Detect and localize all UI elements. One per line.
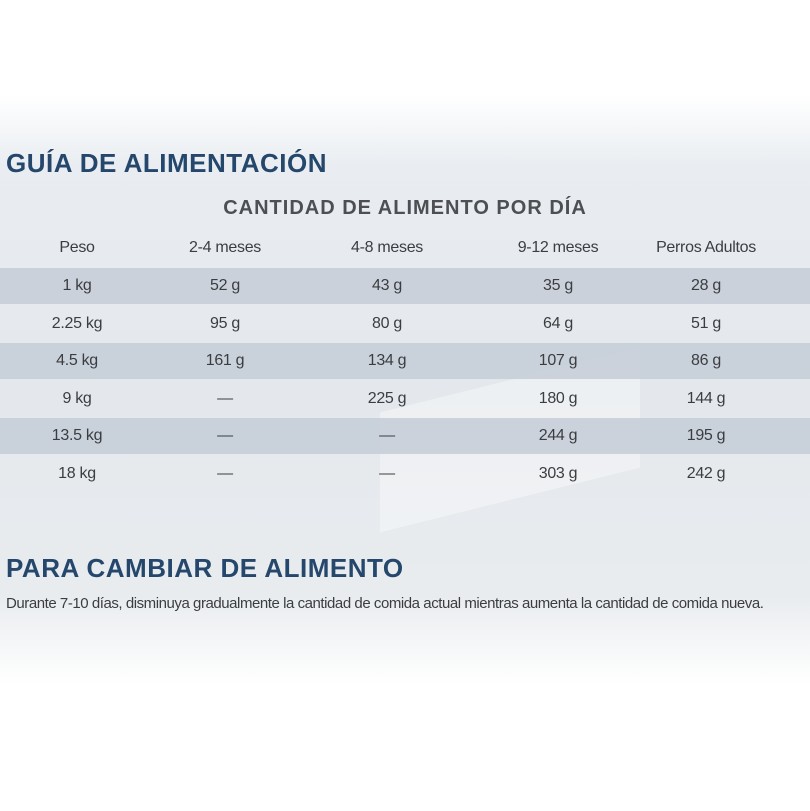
table-cell: — (379, 427, 395, 444)
table-cell: 51 g (691, 314, 721, 332)
table-cell: 303 g (538, 464, 578, 482)
table-cell: 1 kg (62, 277, 92, 294)
table-cell: — (217, 464, 233, 482)
table-cell: 52 g (210, 277, 240, 294)
table-cell: 4.5 kg (56, 352, 98, 369)
header-row: Peso 2-4 meses 4-8 meses 9-12 meses Perros A… (0, 230, 810, 266)
table-cell: 64 g (543, 314, 573, 332)
table-cell: 18 kg (58, 464, 96, 482)
section-text: Durante 7-10 días, disminuya gradualment… (6, 595, 764, 612)
table-cell: 28 g (691, 277, 721, 294)
table-cell: 144 g (686, 389, 726, 407)
table-cell: 242 g (686, 464, 726, 482)
background-image (0, 95, 810, 685)
table-cell: 9 kg (62, 389, 92, 407)
table-cell: 80 g (372, 314, 402, 332)
column-header: Peso (59, 239, 95, 256)
table-subtitle: CANTIDAD DE ALIMENTO POR DÍA (223, 197, 587, 219)
table-row: 13.5 kg — — 244 g 195 g (0, 418, 810, 454)
table-cell: 134 g (367, 352, 407, 369)
page-title: GUÍA DE ALIMENTACIÓN (6, 148, 328, 178)
table-cell: 161 g (205, 352, 245, 369)
column-header: 2-4 meses (189, 239, 261, 256)
section-title: PARA CAMBIAR DE ALIMENTO (6, 553, 404, 583)
table-cell: 195 g (686, 427, 726, 444)
table-row: 2.25 kg 95 g 80 g 64 g 51 g (0, 306, 810, 342)
column-header: Perros Adultos (656, 239, 756, 256)
table-cell: 107 g (538, 352, 578, 369)
table-cell: 13.5 kg (51, 427, 103, 444)
table-cell: 43 g (372, 277, 402, 294)
column-header: 9-12 meses (517, 239, 599, 256)
table-row: 9 kg — 225 g 180 g 144 g (0, 381, 810, 417)
table-cell: — (379, 464, 395, 482)
table-cell: — (217, 389, 233, 407)
table-row: 4.5 kg 161 g 134 g 107 g 86 g (0, 343, 810, 379)
table-row: 18 kg — — 303 g 242 g (0, 456, 810, 492)
table-cell: 95 g (210, 314, 240, 332)
table-row: 1 kg 52 g 43 g 35 g 28 g (0, 268, 810, 304)
table-cell: — (217, 427, 233, 444)
table-cell: 180 g (538, 389, 578, 407)
table-cell: 2.25 kg (51, 314, 103, 332)
table-cell: 35 g (543, 277, 573, 294)
table-cell: 86 g (691, 352, 721, 369)
table-cell: 225 g (367, 389, 407, 407)
table-cell: 244 g (538, 427, 578, 444)
column-header: 4-8 meses (351, 239, 423, 256)
